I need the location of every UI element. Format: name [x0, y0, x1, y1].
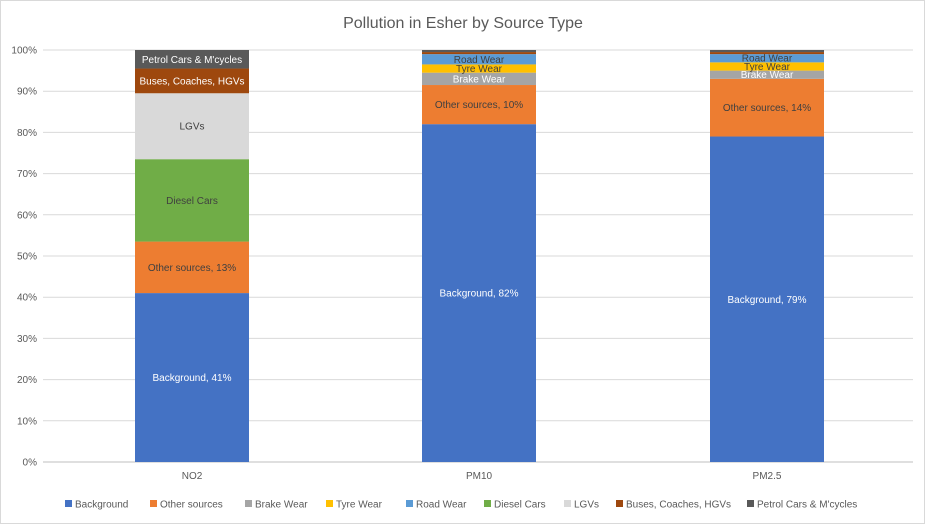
segment-label: Tyre Wear [744, 62, 791, 73]
y-tick-label: 70% [17, 169, 37, 180]
segment-label: Brake Wear [453, 74, 506, 85]
segment-labels: Background, 41% Other sources, 13% Diesel … [139, 54, 811, 384]
bar-segment [135, 159, 249, 242]
x-category-label: NO2 [182, 471, 203, 482]
segment-label: Road Wear [454, 55, 505, 66]
bar-segment [422, 85, 536, 125]
bar-segment [135, 50, 249, 69]
y-tick-label: 10% [17, 416, 37, 427]
segment-label: Background, 79% [728, 295, 807, 306]
y-tick-label: 20% [17, 375, 37, 386]
legend-swatch [326, 500, 333, 507]
legend: Background Other sources Brake Wear Tyre We… [65, 500, 857, 511]
y-tick-label: 30% [17, 334, 37, 345]
bar-segment [710, 52, 824, 55]
segment-label: Road Wear [742, 54, 793, 65]
segment-label: Other sources, 10% [435, 100, 523, 111]
legend-swatch [484, 500, 491, 507]
chart-title: Pollution in Esher by Source Type [343, 15, 583, 32]
bar-segment [710, 78, 824, 137]
legend-label: Background [75, 500, 128, 511]
bar-segment [422, 64, 536, 73]
bar-segment [710, 62, 824, 71]
legend-label: Brake Wear [255, 500, 308, 511]
bar-segment [710, 136, 824, 462]
legend-label: LGVs [574, 500, 599, 511]
bar-segment [422, 72, 536, 86]
legend-label: Buses, Coaches, HGVs [626, 500, 731, 511]
y-tick-label: 100% [11, 46, 37, 57]
y-tick-label: 40% [17, 293, 37, 304]
legend-swatch [65, 500, 72, 507]
y-tick-label: 0% [23, 458, 38, 469]
bar-segment [422, 124, 536, 462]
segment-label: Background, 82% [440, 289, 519, 300]
legend-label: Other sources [160, 500, 223, 511]
segment-label: Petrol Cars & M'cycles [142, 55, 242, 66]
segment-label: Other sources, 13% [148, 263, 236, 274]
bar-segment [135, 68, 249, 94]
x-category-label: PM10 [466, 471, 493, 482]
segment-label: Tyre Wear [456, 64, 503, 75]
segment-label: Background, 41% [153, 373, 232, 384]
bar-segment [422, 50, 536, 53]
x-axis-categories: NO2 PM10 PM2.5 [182, 471, 782, 482]
segment-label: Diesel Cars [166, 196, 218, 207]
legend-label: Petrol Cars & M'cycles [757, 500, 857, 511]
bar-segment [135, 293, 249, 462]
x-category-label: PM2.5 [753, 471, 782, 482]
y-axis-ticks: 0% 10% 20% 30% 40% 50% 60% 70% 80% 90% 100% [11, 46, 37, 469]
y-tick-label: 60% [17, 210, 37, 221]
segment-label: Other sources, 14% [723, 103, 811, 114]
segment-label: LGVs [179, 122, 204, 133]
bar-segment [710, 54, 824, 63]
legend-swatch [747, 500, 754, 507]
bars [135, 50, 824, 462]
legend-swatch [406, 500, 413, 507]
bar-segment [135, 241, 249, 294]
segment-label: Brake Wear [741, 70, 794, 81]
legend-label: Diesel Cars [494, 500, 546, 511]
bar-segment [710, 70, 824, 79]
bar-segment [422, 52, 536, 55]
bar-segment [422, 54, 536, 65]
legend-label: Road Wear [416, 500, 467, 511]
y-tick-label: 90% [17, 87, 37, 98]
legend-swatch [150, 500, 157, 507]
y-tick-label: 50% [17, 252, 37, 263]
bar-segment [135, 93, 249, 160]
legend-swatch [245, 500, 252, 507]
legend-swatch [564, 500, 571, 507]
y-tick-label: 80% [17, 128, 37, 139]
segment-label: Buses, Coaches, HGVs [139, 76, 244, 87]
bar-segment [710, 50, 824, 53]
legend-swatch [616, 500, 623, 507]
legend-label: Tyre Wear [336, 500, 383, 511]
